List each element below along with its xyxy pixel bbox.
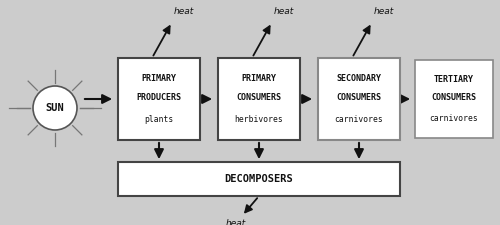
- Text: CONSUMERS: CONSUMERS: [432, 93, 476, 102]
- Text: heat: heat: [226, 219, 246, 225]
- Text: SECONDARY: SECONDARY: [336, 74, 382, 83]
- Text: herbivores: herbivores: [234, 115, 284, 124]
- Text: DECOMPOSERS: DECOMPOSERS: [224, 174, 294, 184]
- Text: CONSUMERS: CONSUMERS: [336, 93, 382, 102]
- Text: TERTIARY: TERTIARY: [434, 75, 474, 84]
- Bar: [415, 60, 493, 138]
- Ellipse shape: [33, 86, 77, 130]
- Text: heat: heat: [174, 7, 194, 16]
- Bar: [318, 58, 400, 140]
- Text: carnivores: carnivores: [430, 114, 478, 123]
- Bar: [218, 58, 300, 140]
- Text: PRODUCERS: PRODUCERS: [136, 93, 182, 102]
- Text: PRIMARY: PRIMARY: [142, 74, 176, 83]
- Text: CONSUMERS: CONSUMERS: [236, 93, 282, 102]
- Bar: [118, 58, 200, 140]
- Text: carnivores: carnivores: [334, 115, 384, 124]
- Text: heat: heat: [374, 7, 394, 16]
- Text: PRIMARY: PRIMARY: [242, 74, 276, 83]
- Text: SUN: SUN: [46, 103, 64, 113]
- Text: plants: plants: [144, 115, 174, 124]
- Text: heat: heat: [274, 7, 294, 16]
- Bar: [118, 162, 400, 196]
